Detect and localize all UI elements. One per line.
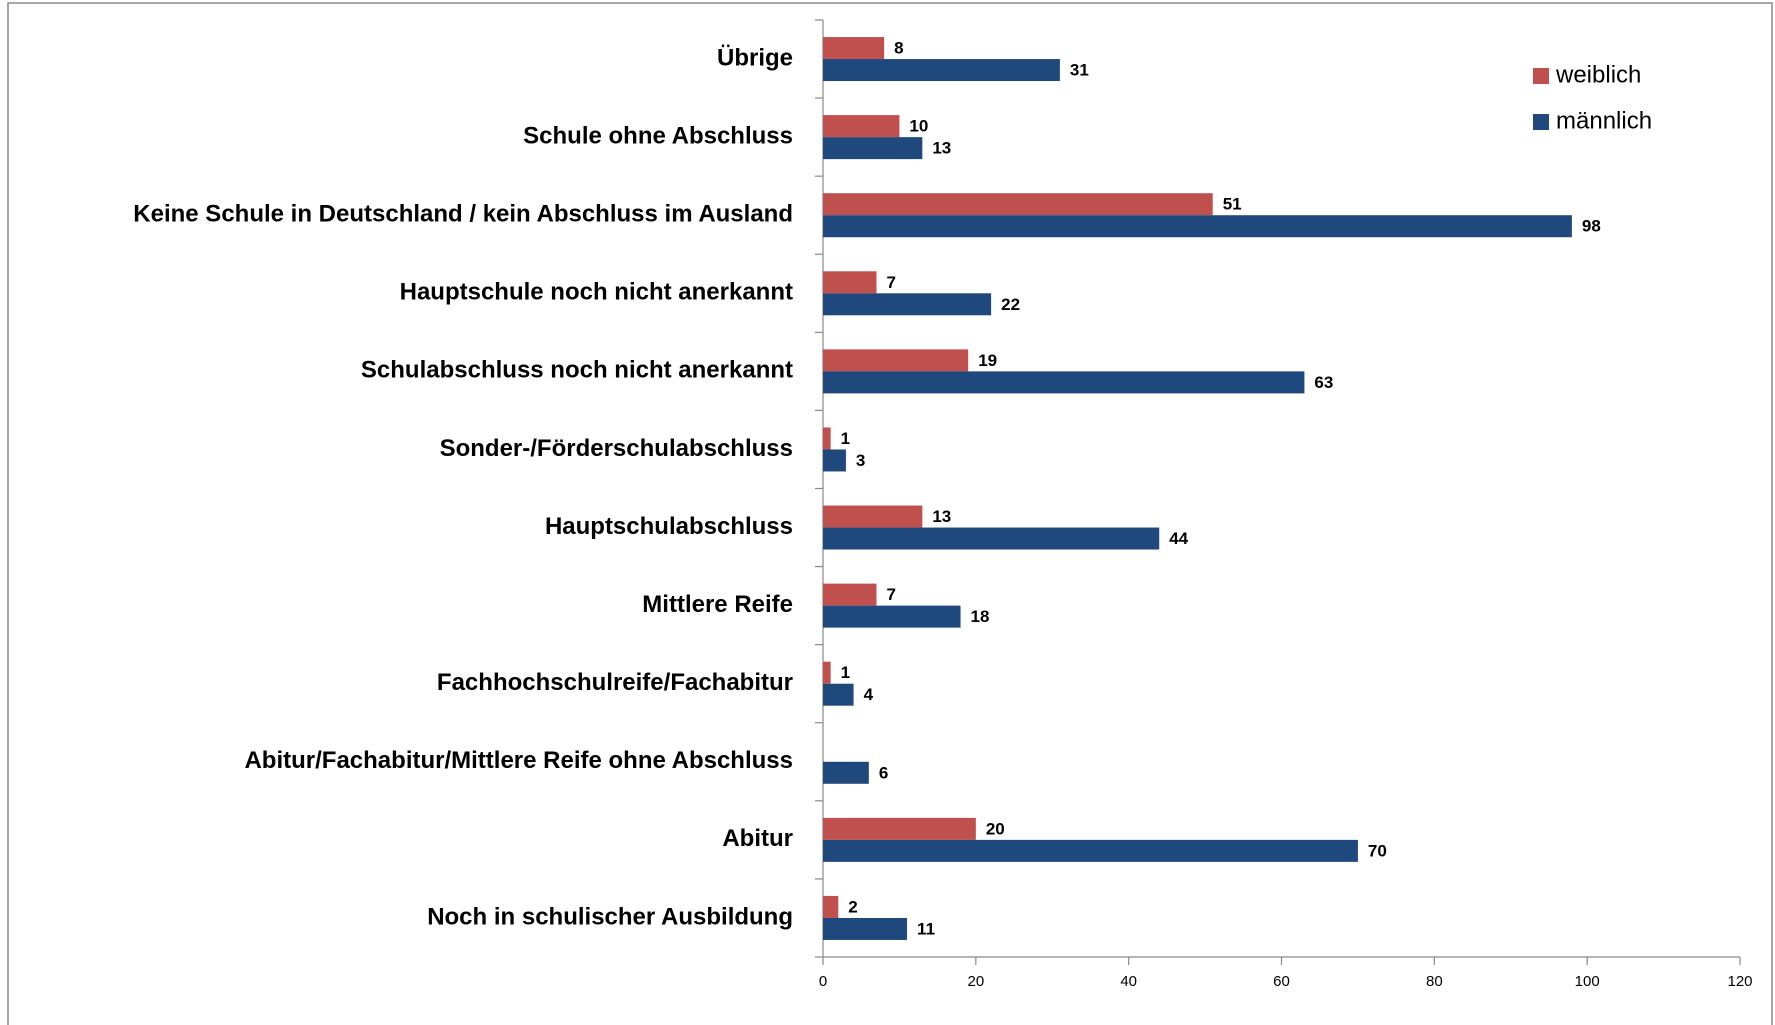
value-label: 63 [1314,373,1333,392]
value-label: 4 [864,685,874,704]
legend-label: männlich [1556,107,1652,134]
category-label: Mittlere Reife [642,591,793,618]
category-label: Abitur [722,825,793,852]
bar [823,59,1060,82]
x-tick-label: 40 [1120,973,1137,990]
category-label: Hauptschulabschluss [545,513,793,540]
bar [823,527,1160,550]
value-label: 22 [1001,295,1020,314]
bar [823,917,908,940]
value-label: 13 [932,507,951,526]
value-label: 51 [1223,195,1242,214]
value-label: 18 [971,607,990,626]
legend-swatch [1533,114,1549,130]
bar [823,37,885,60]
bar [823,505,923,528]
bar [823,583,877,606]
value-label: 10 [909,117,928,136]
x-tick-label: 0 [819,973,827,990]
value-label: 19 [978,351,997,370]
value-label: 1 [841,429,850,448]
bar [823,605,961,628]
category-label: Noch in schulischer Ausbildung [427,903,793,930]
x-tick-label: 120 [1727,973,1752,990]
category-label: Keine Schule in Deutschland / kein Absch… [133,201,793,228]
value-label: 6 [879,763,888,782]
category-label: Schule ohne Abschluss [523,122,793,149]
bar [823,115,900,138]
value-label: 44 [1169,529,1188,548]
bar [823,293,992,316]
value-label: 70 [1368,841,1387,860]
bar [823,817,976,840]
bar [823,137,923,160]
value-label: 7 [886,273,895,292]
bar [823,349,969,372]
bar [823,661,831,684]
bar [823,271,877,294]
x-tick-label: 100 [1575,973,1600,990]
bar [823,839,1358,862]
bar [823,371,1305,394]
legend-label: weiblich [1555,61,1641,88]
value-label: 11 [917,919,935,938]
value-label: 31 [1070,61,1089,80]
category-label: Sonder-/Förderschulabschluss [440,435,793,462]
value-label: 13 [932,139,951,158]
x-tick-label: 60 [1273,973,1290,990]
legend-swatch [1533,68,1549,84]
category-label: Hauptschule noch nicht anerkannt [400,279,793,306]
value-label: 20 [986,819,1005,838]
category-label: Abitur/Fachabitur/Mittlere Reife ohne Ab… [244,747,793,774]
category-label: Fachhochschulreife/Fachabitur [437,669,793,696]
bar [823,193,1213,216]
category-label: Übrige [717,44,793,71]
chart-border [7,2,1773,1025]
value-label: 2 [848,897,857,916]
bar [823,895,839,918]
bar [823,683,854,706]
value-label: 98 [1582,217,1601,236]
x-tick-label: 80 [1426,973,1443,990]
x-tick-label: 20 [967,973,984,990]
bar [823,761,869,784]
value-label: 7 [886,585,895,604]
category-label: Schulabschluss noch nicht anerkannt [361,357,793,384]
bar [823,449,846,472]
value-label: 8 [894,39,903,58]
value-label: 1 [841,663,850,682]
bar [823,427,831,450]
value-label: 3 [856,451,865,470]
bar [823,215,1572,238]
